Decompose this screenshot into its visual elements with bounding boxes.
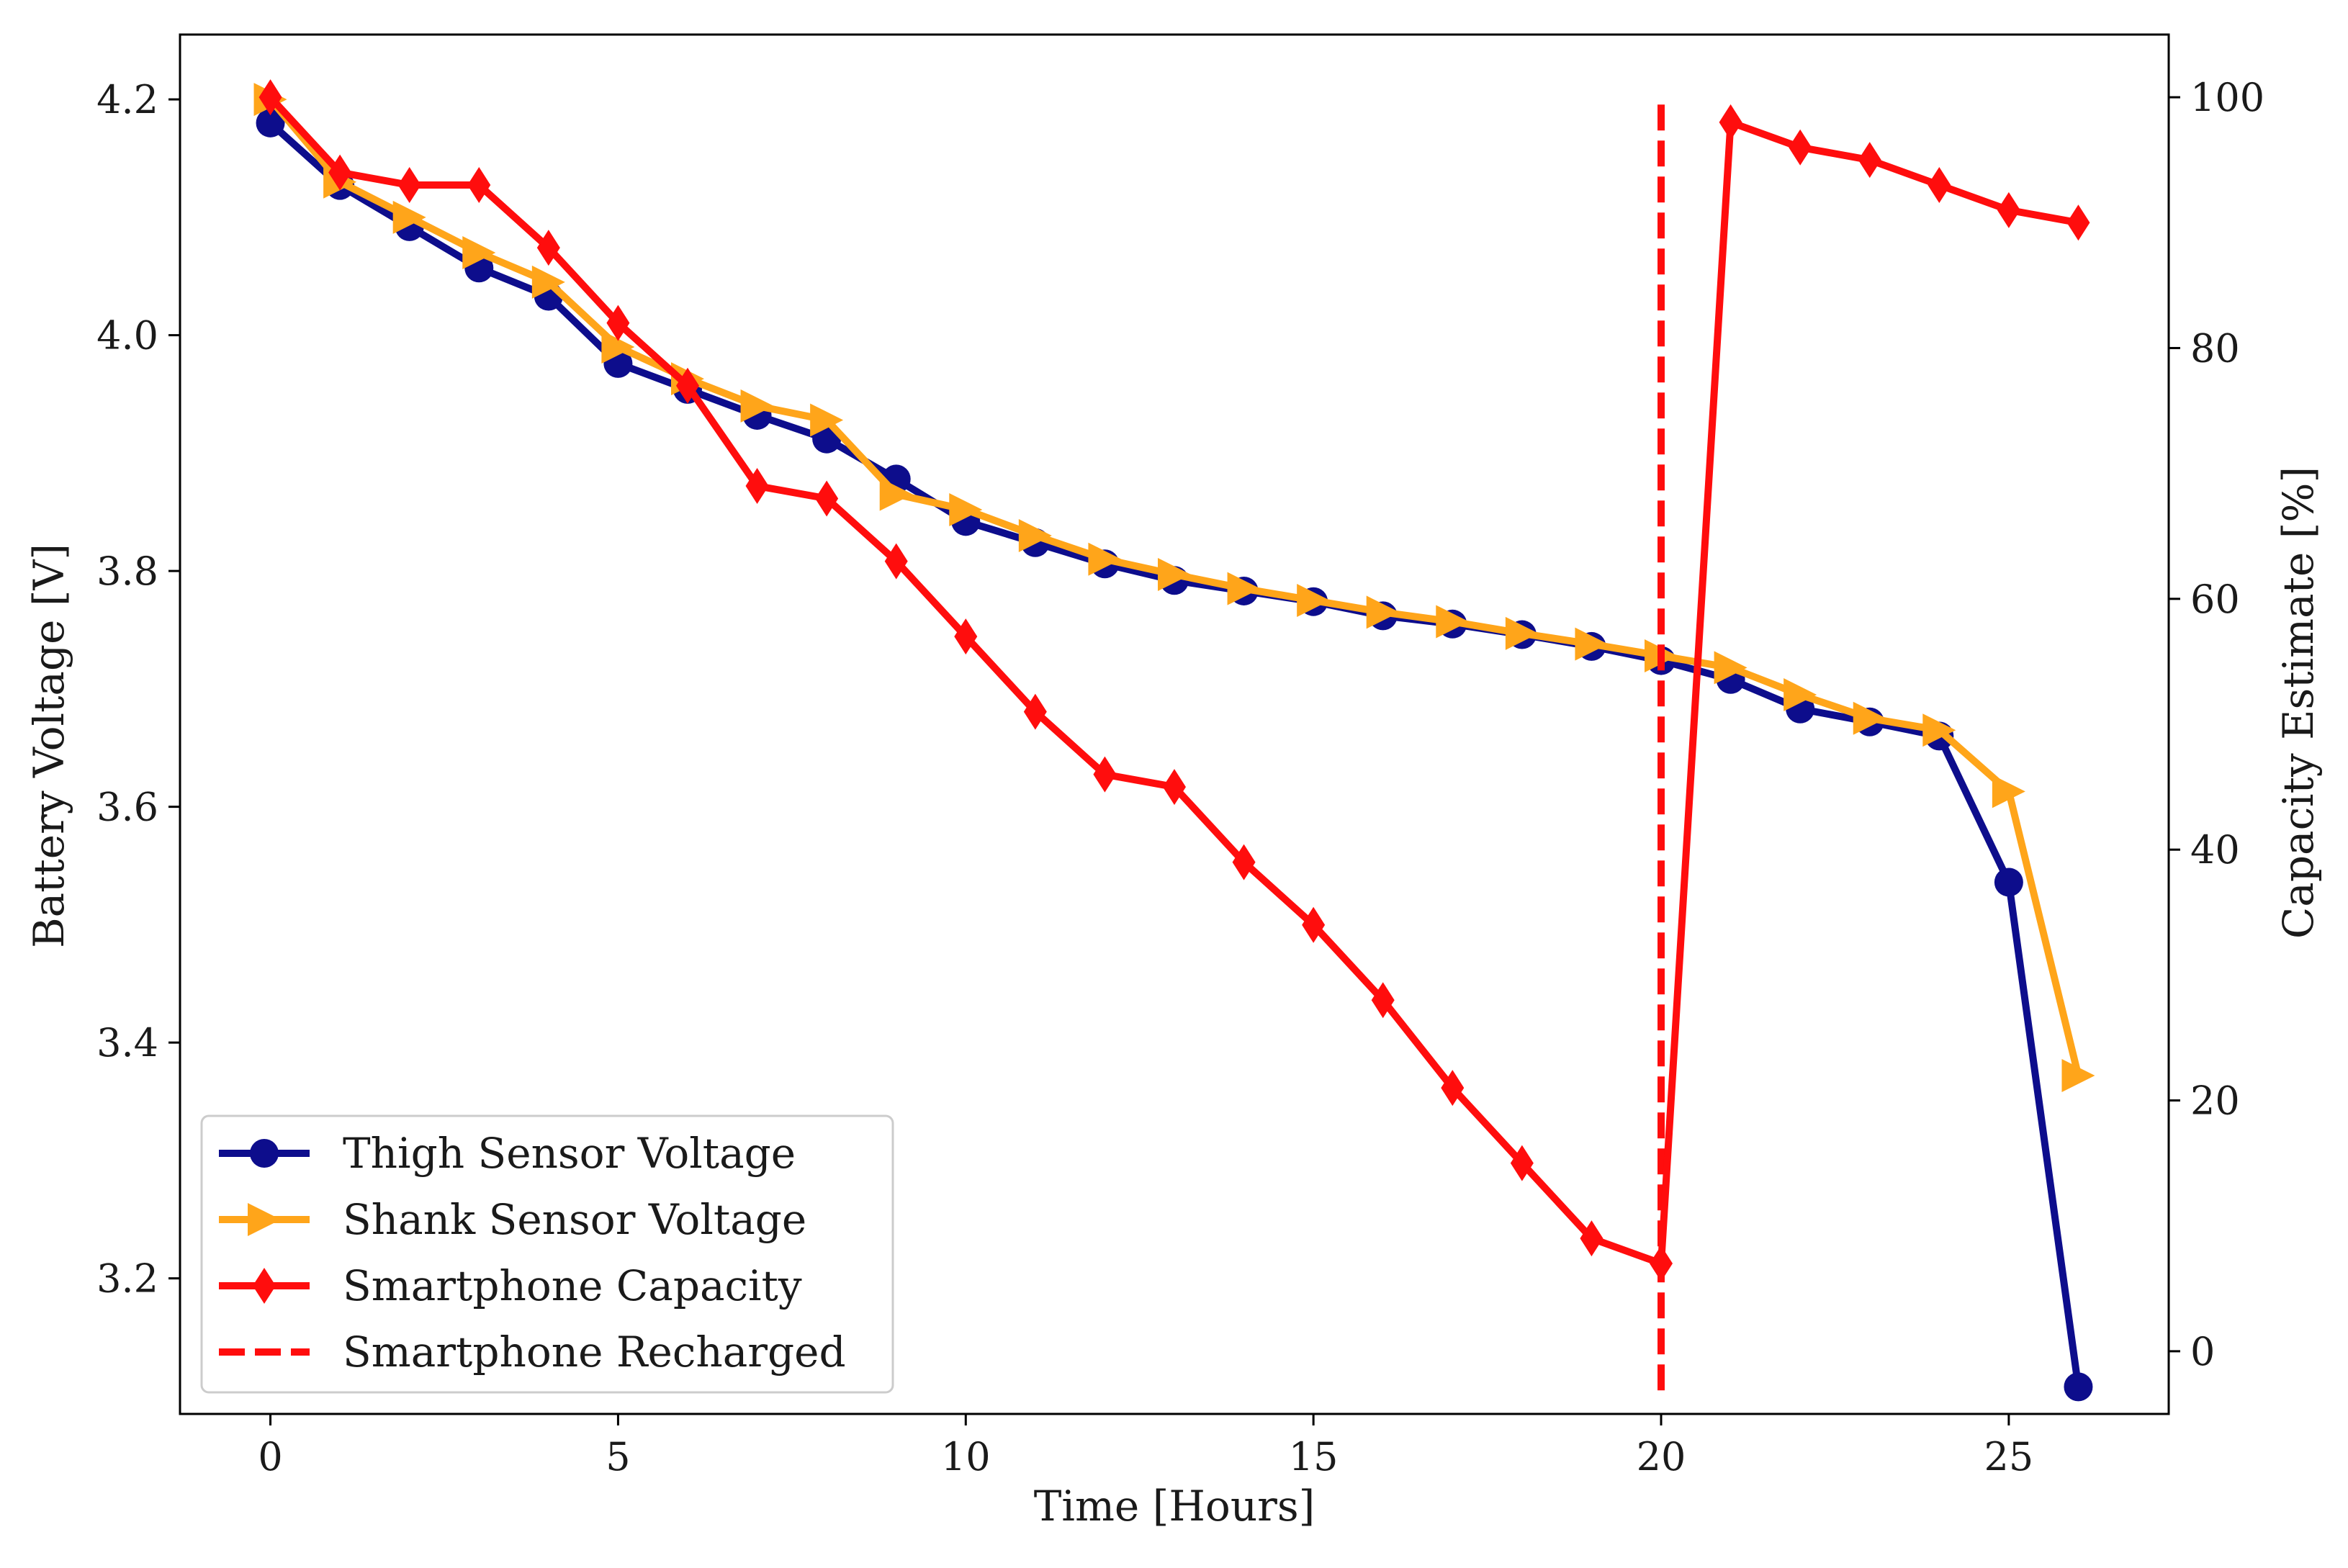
y-tick-label: 4.0 bbox=[96, 313, 158, 359]
data-point bbox=[1580, 1220, 1603, 1257]
y-tick-label: 3.4 bbox=[96, 1020, 158, 1065]
data-point bbox=[536, 230, 560, 266]
data-point bbox=[1650, 1245, 1673, 1281]
data-point bbox=[531, 265, 565, 299]
legend: Thigh Sensor Voltage Shank Sensor Voltage… bbox=[200, 1114, 894, 1394]
data-point bbox=[2061, 1059, 2095, 1093]
data-point bbox=[815, 480, 839, 517]
data-point bbox=[884, 543, 908, 580]
data-point bbox=[2066, 204, 2090, 241]
legend-item: Shank Sensor Voltage bbox=[219, 1195, 806, 1244]
data-point bbox=[2064, 1372, 2093, 1402]
y-tick-label: 3.6 bbox=[96, 785, 158, 830]
y2-tick-label: 80 bbox=[2190, 325, 2240, 371]
series-layer bbox=[253, 79, 2095, 1402]
data-point bbox=[1297, 584, 1331, 618]
data-point bbox=[392, 200, 426, 234]
data-point bbox=[1023, 693, 1047, 730]
data-point bbox=[949, 492, 983, 526]
data-point bbox=[1302, 906, 1326, 943]
data-point bbox=[1093, 756, 1117, 793]
x-tick-label: 10 bbox=[941, 1434, 991, 1479]
data-point bbox=[606, 305, 630, 341]
data-point bbox=[1928, 167, 1951, 204]
data-point bbox=[1088, 542, 1122, 576]
series-smartphone-capacity bbox=[258, 79, 2090, 1281]
data-point bbox=[462, 235, 496, 269]
data-point bbox=[1436, 605, 1470, 639]
data-point bbox=[1018, 518, 1052, 552]
x-tick-label: 20 bbox=[1637, 1434, 1686, 1479]
data-point bbox=[879, 477, 913, 511]
y-axis-title: Battery Voltage [V] bbox=[24, 544, 73, 948]
legend-swatch-marker bbox=[253, 1268, 276, 1304]
x-tick-label: 0 bbox=[258, 1434, 282, 1479]
legend-item: Thigh Sensor Voltage bbox=[219, 1129, 796, 1178]
data-point bbox=[1441, 1070, 1465, 1107]
y2-tick-label: 60 bbox=[2190, 577, 2240, 622]
data-point bbox=[1853, 701, 1886, 735]
legend-box bbox=[200, 1114, 894, 1394]
legend-label: Thigh Sensor Voltage bbox=[343, 1129, 796, 1178]
data-point bbox=[954, 618, 978, 655]
y-tick-label: 3.2 bbox=[96, 1256, 158, 1302]
data-point bbox=[1371, 982, 1395, 1019]
y-axis-left: 3.2 3.4 3.6 3.8 4.0 4.2 bbox=[96, 77, 180, 1302]
data-point bbox=[1789, 129, 1812, 166]
data-point bbox=[1575, 627, 1609, 661]
y2-tick-label: 40 bbox=[2190, 827, 2240, 873]
y2-tick-label: 100 bbox=[2190, 75, 2264, 120]
legend-label: Smartphone Capacity bbox=[343, 1261, 802, 1310]
x-axis: 0 5 10 15 20 25 bbox=[258, 1414, 2033, 1479]
data-point bbox=[601, 330, 635, 364]
y-axis-right: 0 20 40 60 80 100 bbox=[2169, 75, 2264, 1374]
x-tick-label: 25 bbox=[1984, 1434, 2034, 1479]
legend-item: Smartphone Recharged bbox=[219, 1328, 846, 1376]
data-point bbox=[740, 389, 774, 423]
y-tick-label: 3.8 bbox=[96, 549, 158, 594]
data-point bbox=[258, 79, 282, 116]
data-point bbox=[1997, 192, 2020, 228]
y-tick-label: 4.2 bbox=[96, 77, 158, 122]
data-point bbox=[810, 403, 844, 437]
data-point bbox=[1784, 678, 1817, 712]
x-axis-title: Time [Hours] bbox=[1034, 1482, 1315, 1531]
data-point bbox=[1232, 844, 1256, 880]
legend-label: Shank Sensor Voltage bbox=[343, 1195, 806, 1244]
data-point bbox=[1714, 651, 1747, 685]
data-point bbox=[1992, 775, 2025, 808]
x-tick-label: 15 bbox=[1289, 1434, 1339, 1479]
data-point bbox=[1158, 558, 1191, 592]
x-tick-label: 5 bbox=[606, 1434, 630, 1479]
y2-tick-label: 20 bbox=[2190, 1078, 2240, 1124]
legend-swatch-marker bbox=[248, 1203, 281, 1236]
data-point bbox=[1994, 868, 2023, 897]
data-point bbox=[328, 154, 352, 191]
legend-swatch-marker bbox=[250, 1139, 279, 1168]
plot-frame bbox=[179, 33, 2170, 1415]
legend-item: Smartphone Capacity bbox=[219, 1261, 802, 1310]
data-point bbox=[1163, 769, 1186, 806]
data-point bbox=[1719, 104, 1742, 140]
data-point bbox=[1366, 595, 1400, 629]
data-point bbox=[745, 468, 769, 505]
y2-axis-title: Capacity Estimate [%] bbox=[2274, 467, 2323, 939]
data-point bbox=[1510, 1145, 1534, 1181]
data-point bbox=[467, 167, 491, 204]
data-point bbox=[1505, 616, 1539, 650]
data-point bbox=[397, 167, 421, 204]
y2-tick-label: 0 bbox=[2190, 1329, 2215, 1374]
data-point bbox=[256, 108, 285, 138]
data-point bbox=[1227, 572, 1261, 605]
legend-label: Smartphone Recharged bbox=[343, 1328, 846, 1376]
data-point bbox=[1858, 142, 1881, 179]
data-point bbox=[675, 367, 699, 404]
data-point bbox=[1922, 713, 1956, 747]
